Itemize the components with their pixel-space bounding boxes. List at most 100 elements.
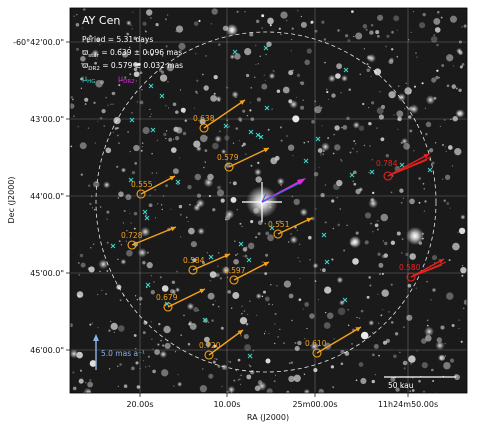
neighbor-parallax-label: 0.584 — [183, 256, 205, 265]
cyan-cross-marker — [175, 179, 181, 185]
neighbor-circle — [136, 189, 146, 199]
x-tick-label: 10.00s — [213, 400, 240, 409]
length-scale-bar: 50 kau — [384, 376, 456, 390]
neighbor-pm-arrowhead — [355, 327, 361, 332]
x-tick-label: 20.00s — [126, 400, 153, 409]
neighbor-pm-arrowhead — [169, 176, 175, 181]
star-name: AY Cen — [82, 14, 120, 27]
x-axis-label: RA (J2000) — [247, 413, 289, 422]
neighbor-circle — [406, 272, 416, 282]
neighbor-star: 0.784 — [376, 153, 432, 181]
search-radius-circle — [95, 31, 437, 373]
neighbor-star: 0.580 — [399, 258, 447, 282]
y-axis-label: Dec (J2000) — [7, 177, 16, 224]
neighbor-pm-arrowhead — [263, 147, 269, 153]
neighbor-star: 0.579 — [217, 147, 270, 172]
cyan-cross-marker — [145, 282, 151, 288]
cyan-cross-marker — [263, 45, 269, 51]
sky-image: 0.638 0.579 0.555 0.728 0.551 0.584 0.597 0.679… — [70, 8, 467, 393]
neighbor-star: 0.555 — [131, 175, 176, 199]
cyan-cross-marker — [110, 243, 116, 249]
cyan-cross-marker — [303, 158, 309, 164]
proper-motion-scale: 5.0 mas a⁻¹ — [93, 334, 145, 370]
length-scale-label: 50 kau — [388, 381, 414, 390]
cyan-cross-marker — [427, 167, 433, 173]
y-tick-label: -60°42'00.0" — [13, 38, 64, 47]
neighbor-circle — [383, 171, 393, 181]
neighbor-pm-arrow — [233, 261, 270, 281]
neighbor-star: 0.679 — [156, 288, 206, 312]
star-field — [70, 8, 467, 393]
cyan-cross-marker — [247, 353, 253, 359]
neighbor-pm-arrowhead — [199, 288, 205, 294]
cyan-cross-marker — [324, 259, 330, 265]
neighbor-circle — [163, 302, 173, 312]
neighbor-star: 0.638 — [193, 99, 246, 133]
y-tick-label: 45'00.0" — [30, 269, 64, 278]
neighbor-circle — [127, 240, 137, 250]
cyan-cross-marker — [369, 169, 375, 175]
cyan-cross-marker — [349, 172, 355, 178]
neighbor-star: 0.551 — [268, 217, 313, 239]
neighbor-pm-arrowhead — [263, 262, 269, 267]
neighbor-circle — [199, 123, 209, 133]
neighbor-pm-arrowhead — [423, 154, 429, 159]
neighbor-parallax-label: 0.555 — [131, 180, 153, 189]
bright-star — [406, 227, 424, 245]
legend-mu-hg: μHG — [82, 74, 96, 85]
neighbor-pm-arrowhead — [239, 100, 245, 105]
neighbor-parallax-label: 0.551 — [268, 220, 290, 229]
neighbor-pm-arrowhead — [170, 226, 176, 232]
target-proper-motion — [261, 178, 306, 203]
neighbor-circle — [229, 275, 239, 285]
neighbor-pm-arrowhead — [438, 259, 444, 264]
neighbor-pm-arrow — [208, 329, 244, 356]
cyan-cross-marker — [246, 257, 252, 263]
neighbor-markers: 0.638 0.579 0.555 0.728 0.551 0.584 0.597 0.679… — [121, 99, 447, 360]
neighbor-star: 0.720 — [199, 329, 244, 360]
cyan-cross-marker — [269, 225, 275, 231]
parallax-star-text: ϖstar = 0.639 ± 0.096 mas — [82, 48, 182, 59]
neighbor-parallax-label: 0.638 — [193, 114, 215, 123]
cyan-cross-marker — [144, 215, 150, 221]
neighbor-parallax-label: 0.679 — [156, 293, 178, 302]
bright-star — [349, 236, 361, 248]
cyan-cross-marker — [343, 67, 349, 73]
cyan-cross-marker — [208, 254, 214, 260]
period-text: Period = 5.31 days — [82, 35, 153, 44]
neighbor-parallax-label: 0.610 — [305, 339, 327, 348]
neighbor-pm-arrow — [167, 288, 206, 308]
neighbor-pm-arrow — [410, 258, 445, 278]
cyan-cross-marker — [321, 232, 327, 238]
cyan-cross-marker — [232, 49, 238, 55]
neighbor-circle — [273, 229, 283, 239]
y-tick-label: 44'00.0" — [30, 192, 64, 201]
neighbor-parallax-label: 0.784 — [376, 159, 398, 168]
cyan-cross-marker — [342, 297, 348, 303]
y-tick-label: 46'00.0" — [30, 346, 64, 355]
neighbor-pm-arrowhead — [237, 330, 243, 335]
plot-frame — [69, 7, 468, 394]
neighbor-star: 0.584 — [183, 253, 231, 275]
y-tick-label: 43'00.0" — [30, 115, 64, 124]
neighbor-pm-arrow — [316, 326, 362, 354]
cyan-cross-marker — [255, 132, 261, 138]
neighbor-pm-arrow — [387, 153, 430, 177]
neighbor-pm-arrow — [131, 226, 177, 246]
neighbor-pm-arrow — [140, 175, 176, 195]
neighbor-pm-arrow — [277, 217, 313, 235]
neighbor-parallax-label: 0.720 — [199, 341, 221, 350]
cyan-cross-marker — [258, 134, 264, 140]
cyan-cross-marker — [399, 162, 405, 168]
neighbor-pm-arrowhead — [306, 217, 312, 223]
coordinate-grid — [70, 8, 467, 393]
neighbor-star: 0.597 — [224, 261, 270, 285]
cyan-cross-marker — [150, 127, 156, 133]
cyan-cross-marker — [238, 241, 244, 247]
neighbor-star: 0.728 — [121, 226, 177, 250]
cyan-cross-marker — [148, 83, 154, 89]
cyan-cross-marker — [264, 105, 270, 111]
neighbor-star: 0.610 — [305, 326, 362, 358]
x-tick-label: 11h24m50.00s — [378, 400, 438, 409]
